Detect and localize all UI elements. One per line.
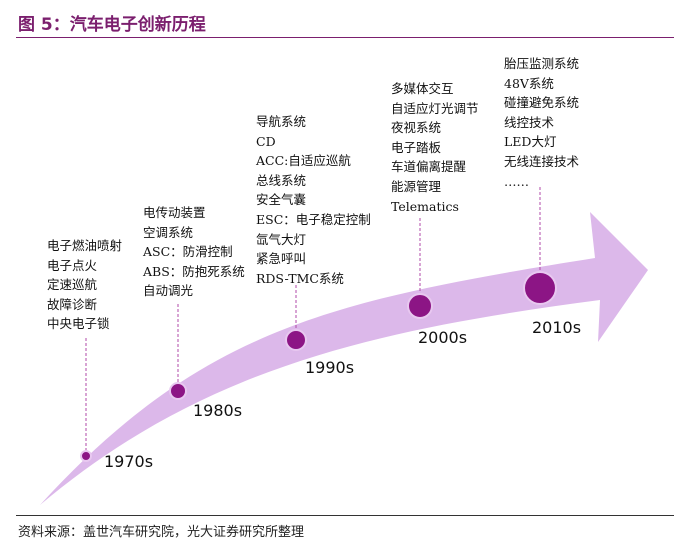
footer-divider [16,515,674,516]
decade-label-2010s: 2010s [532,318,582,337]
era-item: ABS：防抱死系统 [143,263,245,279]
timeline-nodes [80,271,557,462]
era-item: 48V系统 [504,75,554,91]
era-item: 自动调光 [143,283,194,299]
era-item: ESC：电子稳定控制 [256,211,371,227]
era-item: 导航系统 [256,114,307,129]
era-item: 胎压监测系统 [504,56,580,71]
era-item: 夜视系统 [391,120,442,136]
era-item: 电子燃油喷射 [47,238,123,253]
timeline-node-2000s [407,293,433,319]
era-item: LED大灯 [504,134,557,150]
era-item: 电子踏板 [391,139,442,155]
timeline-diagram [40,187,648,505]
title-divider [16,37,674,38]
era-item: 碰撞避免系统 [504,95,580,111]
decade-label-1990s: 1990s [305,358,355,377]
decade-label-2000s: 2000s [418,328,468,347]
era-2000s-list: 多媒体交互 自适应灯光调节 夜视系统 电子踏板 车道偏离提醒 能源管理 Tele… [391,79,479,216]
era-item: 多媒体交互 [391,81,454,96]
source-note: 资料来源：盖世汽车研究院，光大证券研究所整理 [18,525,305,540]
era-item: ASC：防滑控制 [143,244,233,260]
timeline-arrow [40,212,648,505]
era-item: …… [504,173,529,189]
timeline-node-1970s [80,450,92,462]
era-1970s-list: 电子燃油喷射 电子点火 定速巡航 故障诊断 中央电子锁 [47,236,122,334]
era-item: 自适应灯光调节 [391,100,479,116]
decade-label-1980s: 1980s [193,401,243,420]
era-item: 线控技术 [504,114,555,130]
decade-label-1970s: 1970s [104,452,154,471]
era-item: RDS-TMC系统 [256,270,344,286]
era-item: Telematics [391,198,459,214]
era-item: 电传动装置 [143,205,206,220]
era-item: 安全气囊 [256,192,307,208]
era-item: 紧急呼叫 [256,251,307,267]
era-item: 车道偏离提醒 [391,159,467,175]
era-item: CD [256,133,276,149]
era-item: 能源管理 [391,178,442,194]
figure-title: 图 5：汽车电子创新历程 [18,15,206,35]
era-2010s-list: 胎压监测系统 48V系统 碰撞避免系统 线控技术 LED大灯 无线连接技术 …… [504,54,579,191]
era-1980s-list: 电传动装置 空调系统 ASC：防滑控制 ABS：防抱死系统 自动调光 [143,203,245,301]
era-item: 空调系统 [143,224,194,240]
leader-lines [85,187,541,451]
era-item: 总线系统 [256,172,307,188]
era-item: 中央电子锁 [47,316,110,332]
era-1990s-list: 导航系统 CD ACC:自适应巡航 总线系统 安全气囊 ESC：电子稳定控制 氙… [256,112,371,288]
era-item: 电子点火 [47,257,98,273]
timeline-node-1990s [285,329,307,351]
era-item: 无线连接技术 [504,153,580,169]
era-item: 故障诊断 [47,296,98,312]
era-item: 定速巡航 [47,277,98,293]
timeline-node-1980s [169,382,187,400]
era-item: ACC:自适应巡航 [256,153,351,169]
era-item: 氙气大灯 [256,231,307,247]
timeline-node-2010s [523,271,557,305]
